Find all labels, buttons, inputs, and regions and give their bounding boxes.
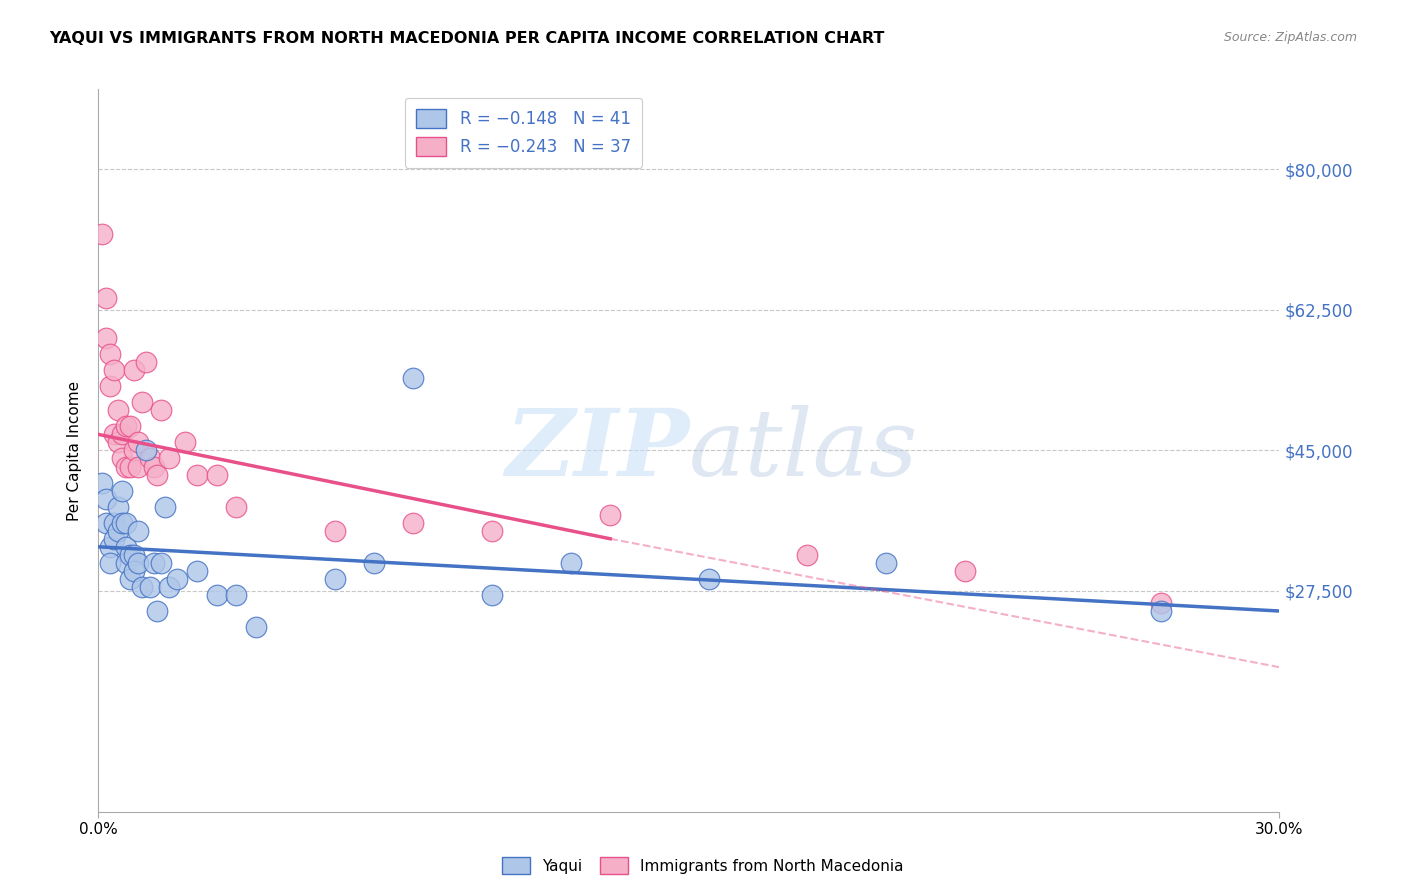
Point [205, 588, 228, 602]
Text: ZIP: ZIP [505, 406, 689, 495]
Point [186, 467, 208, 482]
Point [103, 363, 125, 377]
Point [225, 500, 247, 514]
Point [560, 556, 582, 570]
Point [122, 548, 145, 562]
Point [323, 572, 346, 586]
Legend: R = −0.148   N = 41, R = −0.243   N = 37: R = −0.148 N = 41, R = −0.243 N = 37 [405, 97, 643, 168]
Point [481, 524, 503, 538]
Point [127, 524, 149, 538]
Point [122, 363, 145, 377]
Text: Source: ZipAtlas.com: Source: ZipAtlas.com [1223, 31, 1357, 45]
Point [118, 419, 141, 434]
Point [103, 532, 125, 546]
Point [142, 459, 165, 474]
Point [103, 427, 125, 442]
Point [875, 556, 897, 570]
Point [111, 516, 134, 530]
Point [96, 291, 118, 305]
Point [323, 524, 346, 538]
Point [96, 491, 118, 506]
Point [115, 419, 138, 434]
Point [135, 355, 157, 369]
Point [599, 508, 621, 522]
Point [245, 620, 267, 634]
Point [363, 556, 385, 570]
Point [146, 604, 169, 618]
Point [115, 556, 138, 570]
Point [118, 548, 141, 562]
Point [127, 459, 149, 474]
Text: YAQUI VS IMMIGRANTS FROM NORTH MACEDONIA PER CAPITA INCOME CORRELATION CHART: YAQUI VS IMMIGRANTS FROM NORTH MACEDONIA… [49, 31, 884, 46]
Point [135, 443, 157, 458]
Point [796, 548, 818, 562]
Point [1150, 596, 1173, 610]
Point [107, 403, 129, 417]
Point [122, 564, 145, 578]
Point [103, 516, 125, 530]
Point [142, 556, 165, 570]
Point [115, 459, 138, 474]
Point [155, 500, 177, 514]
Point [402, 516, 425, 530]
Point [131, 395, 153, 409]
Point [225, 588, 247, 602]
Point [166, 572, 188, 586]
Point [127, 556, 149, 570]
Point [91, 227, 114, 241]
Point [402, 371, 425, 385]
Point [205, 467, 228, 482]
Point [150, 556, 173, 570]
Point [131, 580, 153, 594]
Point [111, 483, 134, 498]
Point [1150, 604, 1173, 618]
Point [697, 572, 720, 586]
Point [91, 475, 114, 490]
Point [115, 540, 138, 554]
Point [98, 347, 121, 361]
Point [107, 524, 129, 538]
Point [157, 580, 180, 594]
Point [96, 331, 118, 345]
Point [118, 572, 141, 586]
Point [107, 435, 129, 450]
Point [138, 580, 160, 594]
Point [98, 540, 121, 554]
Point [186, 564, 208, 578]
Point [157, 451, 180, 466]
Point [115, 516, 138, 530]
Point [111, 427, 134, 442]
Point [150, 403, 173, 417]
Point [138, 451, 160, 466]
Point [481, 588, 503, 602]
Point [111, 451, 134, 466]
Point [118, 459, 141, 474]
Text: atlas: atlas [689, 406, 918, 495]
Point [174, 435, 197, 450]
Point [96, 516, 118, 530]
Y-axis label: Per Capita Income: Per Capita Income [67, 380, 83, 521]
Point [953, 564, 976, 578]
Point [98, 556, 121, 570]
Point [146, 467, 169, 482]
Point [98, 379, 121, 393]
Point [127, 435, 149, 450]
Point [107, 500, 129, 514]
Point [122, 443, 145, 458]
Legend: Yaqui, Immigrants from North Macedonia: Yaqui, Immigrants from North Macedonia [496, 851, 910, 880]
